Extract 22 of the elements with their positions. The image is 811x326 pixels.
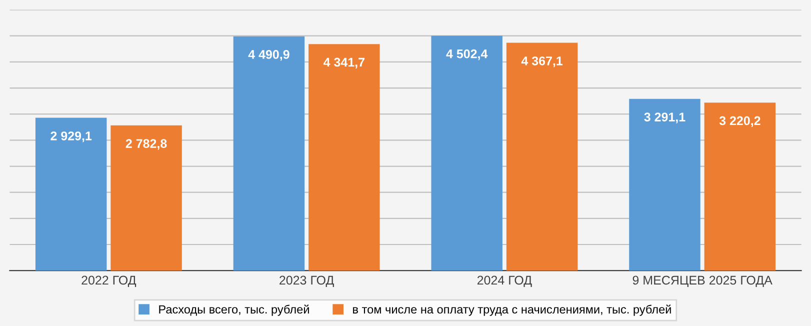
x-tick-label: 2023 ГОД xyxy=(280,276,334,287)
bar xyxy=(704,102,776,271)
bar xyxy=(629,98,700,271)
x-tick-label: 2022 ГОД xyxy=(82,276,136,287)
bar xyxy=(35,118,107,271)
bar xyxy=(431,36,502,271)
data-label: 4 341,7 xyxy=(323,58,364,68)
data-label: 4 367,1 xyxy=(521,56,563,68)
bar xyxy=(308,44,380,271)
data-label: 2 929,1 xyxy=(50,131,92,142)
bar xyxy=(233,36,305,271)
data-label: 4 502,4 xyxy=(446,49,488,60)
x-tick-label: 9 МЕСЯЦЕВ 2025 ГОДА xyxy=(632,276,772,287)
data-label: 3 220,2 xyxy=(719,116,760,127)
x-tick-label: 2024 ГОД xyxy=(477,276,532,287)
bar xyxy=(506,42,578,271)
legend-label: Расходы всего, тыс. рублей xyxy=(159,304,309,316)
bar xyxy=(110,125,182,271)
data-label: 2 782,8 xyxy=(126,139,167,150)
legend-label: в том числе на оплату труда с начислениями, тыс. рублей xyxy=(353,304,671,316)
data-label: 3 291,1 xyxy=(644,112,686,124)
data-label: 4 490,9 xyxy=(248,50,290,61)
